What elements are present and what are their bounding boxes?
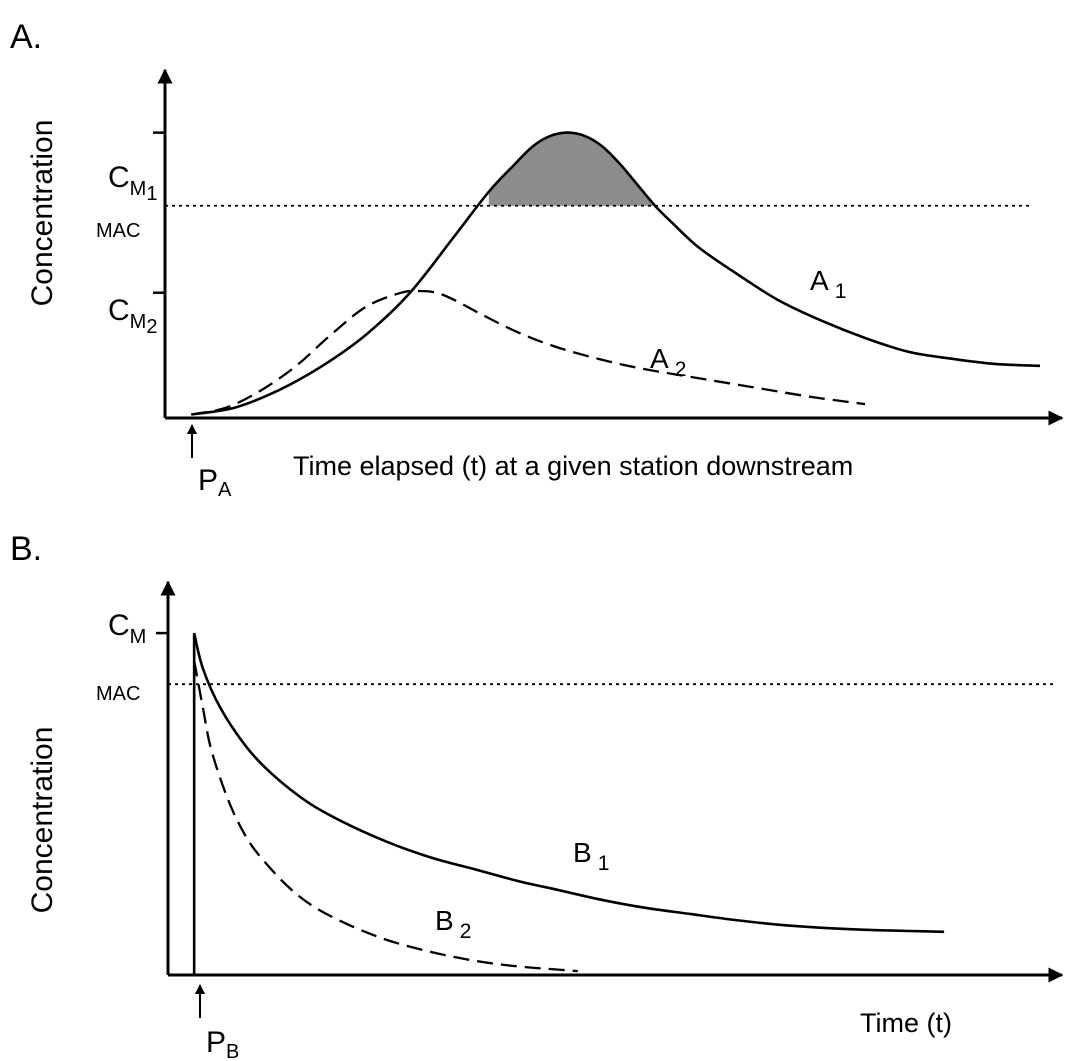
a1-above-mac-shade — [488, 132, 655, 206]
curve-a1 — [191, 131, 1041, 416]
panel-a-y-axis-label: Concentration — [26, 120, 59, 307]
curve-a2 — [191, 289, 866, 416]
panel-b-tick-label-cm: CM — [108, 609, 146, 648]
panel-b-release-label: PB — [206, 1026, 239, 1061]
panel-b-tick-label-mac: MAC — [96, 683, 140, 705]
panel-b-x-axis-label: Time (t) — [860, 1008, 952, 1038]
panel-b-y-axis-label: Concentration — [26, 727, 59, 914]
panel-a-tick-label-mac: MAC — [96, 220, 140, 242]
panel-a-tick-label-cm2: CM2 — [108, 294, 157, 338]
panel-a-label: A. — [10, 18, 42, 56]
panel-a-x-axis-label: Time elapsed (t) at a given station down… — [293, 451, 853, 481]
curve-b1 — [192, 632, 945, 934]
panel-a-release-label: PA — [198, 464, 232, 501]
curve-b2 — [193, 660, 578, 973]
panel-a-tick-label-cm1: CM1 — [108, 161, 157, 205]
panel-b-label: B. — [10, 530, 42, 568]
